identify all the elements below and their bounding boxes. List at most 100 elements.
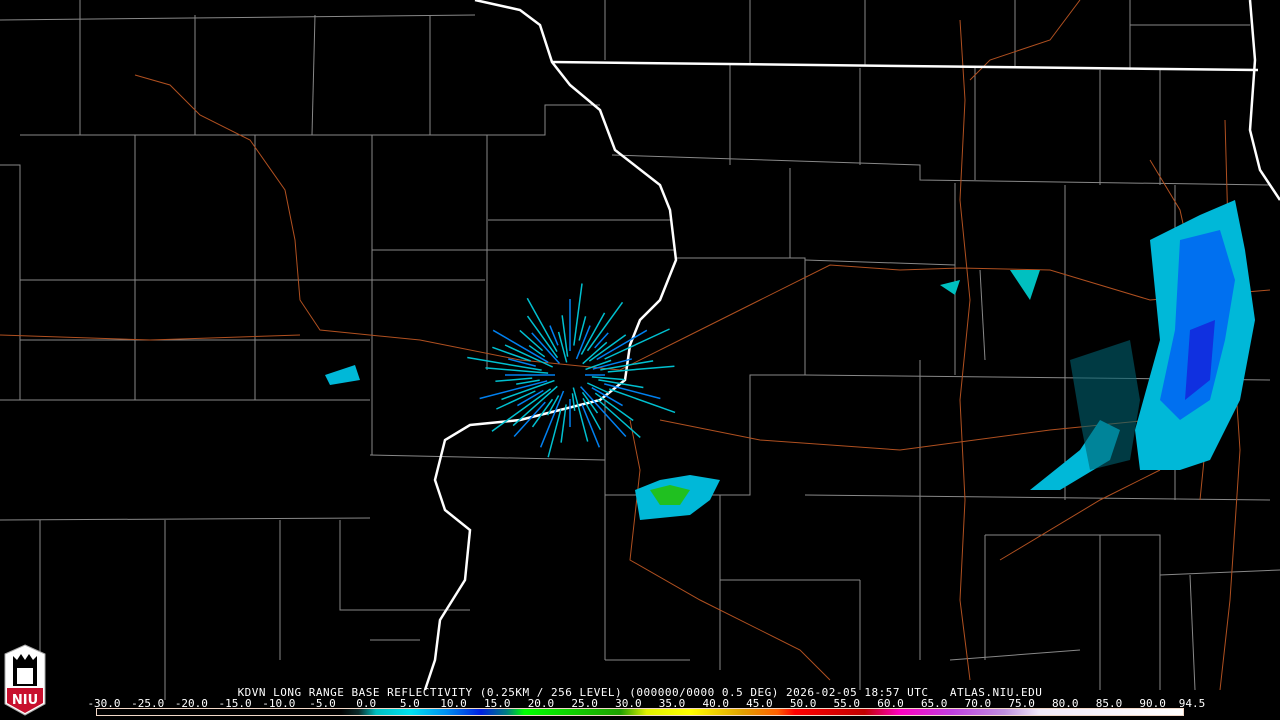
echo-clutter bbox=[485, 367, 549, 374]
county-line bbox=[0, 164, 21, 400]
echo-clutter bbox=[492, 329, 549, 363]
echo-clutter bbox=[585, 359, 612, 371]
legend-tick: 15.0 bbox=[484, 697, 511, 710]
reflectivity-color-bar bbox=[96, 708, 1184, 716]
legend-tick: 70.0 bbox=[964, 697, 992, 710]
svg-text:NIU: NIU bbox=[12, 693, 38, 708]
echo-clutter bbox=[598, 379, 644, 389]
echo-clutter bbox=[526, 315, 559, 359]
echo-clutter bbox=[596, 398, 641, 438]
echo-clutter bbox=[581, 391, 599, 414]
echo-clutter bbox=[495, 377, 533, 383]
lake-michigan-shore bbox=[1248, 0, 1280, 201]
echo-clutter bbox=[507, 358, 536, 367]
county-line bbox=[311, 14, 316, 136]
echo-clutter bbox=[582, 398, 602, 431]
legend-tick: -30.0 bbox=[87, 697, 121, 710]
echo-clutter bbox=[517, 389, 544, 407]
echo-clutter bbox=[516, 379, 540, 385]
legend-tick: 50.0 bbox=[789, 697, 817, 710]
legend-tick: 94.5 bbox=[1178, 697, 1206, 710]
legend-tick: 20.0 bbox=[527, 697, 555, 710]
county-line bbox=[804, 494, 1271, 501]
echo-area bbox=[1160, 230, 1235, 420]
echo-area bbox=[1010, 270, 1040, 300]
echo-clutter bbox=[594, 392, 634, 422]
echo-clutter bbox=[596, 329, 648, 361]
mississippi-river-border bbox=[423, 0, 678, 691]
legend-tick: -10.0 bbox=[262, 697, 296, 710]
legend-tick: 0.0 bbox=[356, 697, 377, 710]
legend-tick: 55.0 bbox=[833, 697, 861, 710]
county-line bbox=[985, 534, 1161, 690]
echo-clutter bbox=[528, 344, 546, 358]
county-line bbox=[804, 259, 956, 266]
echo-clutter bbox=[573, 283, 583, 346]
county-boundaries bbox=[0, 0, 1280, 700]
legend-tick: 80.0 bbox=[1052, 697, 1079, 710]
legend-tick-labels: -30.0 -25.0 -20.0 -15.0 -10.0 -5.0 0.0 5.0 10.0 1… bbox=[87, 697, 1205, 710]
echo-clutter bbox=[549, 325, 559, 346]
echo-clutter bbox=[539, 390, 565, 448]
county-line bbox=[20, 104, 600, 136]
legend-tick: 40.0 bbox=[702, 697, 729, 710]
echo-clutter bbox=[561, 315, 569, 357]
echo-clutter bbox=[571, 393, 576, 411]
echo-area bbox=[1070, 340, 1140, 470]
echo-clutter bbox=[580, 386, 627, 437]
echo-clutter bbox=[504, 344, 553, 368]
legend-tick: 35.0 bbox=[658, 697, 686, 710]
echo-area bbox=[1185, 320, 1215, 400]
legend-tick: 60.0 bbox=[877, 697, 904, 710]
echo-clutter bbox=[591, 387, 623, 407]
echo-clutter bbox=[547, 409, 562, 458]
echo-clutter bbox=[604, 383, 661, 400]
echo-clutter bbox=[592, 358, 633, 370]
echo-clutter bbox=[557, 331, 568, 363]
county-line bbox=[339, 520, 470, 611]
echo-clutter bbox=[588, 334, 627, 362]
echo-clutter bbox=[591, 376, 625, 381]
county-line bbox=[949, 649, 1081, 661]
echo-clutter bbox=[491, 388, 552, 432]
echo-clutter bbox=[526, 297, 558, 352]
echo-clutter bbox=[492, 346, 531, 362]
echo-clutter bbox=[600, 360, 654, 371]
wisconsin-illinois-border bbox=[551, 60, 1259, 72]
echo-clutter bbox=[575, 325, 591, 360]
legend-tick: -5.0 bbox=[309, 697, 336, 710]
echo-clutter bbox=[581, 404, 601, 448]
echo-clutter bbox=[609, 388, 676, 414]
legend-tick: 65.0 bbox=[920, 697, 948, 710]
echo-clutter bbox=[560, 404, 567, 443]
echo-clutter bbox=[587, 382, 610, 394]
legend-tick: 85.0 bbox=[1095, 697, 1123, 710]
legend-tick: -25.0 bbox=[131, 697, 165, 710]
legend-tick: 30.0 bbox=[615, 697, 642, 710]
state-boundaries bbox=[423, 0, 1280, 691]
county-line bbox=[1159, 569, 1280, 576]
echo-clutter bbox=[513, 401, 546, 437]
legend-tick: 5.0 bbox=[399, 697, 420, 710]
county-line bbox=[0, 14, 476, 21]
echo-clutter bbox=[512, 385, 558, 427]
county-line bbox=[1189, 574, 1196, 691]
echo-clutter bbox=[572, 387, 589, 442]
echo-area bbox=[940, 280, 960, 295]
niu-logo: NIU bbox=[4, 644, 46, 716]
echo-clutter bbox=[531, 332, 560, 364]
echo-clutter bbox=[586, 301, 624, 352]
echo-area bbox=[650, 485, 690, 505]
echo-clutter bbox=[578, 316, 587, 341]
legend-tick: 75.0 bbox=[1008, 697, 1035, 710]
echo-clutter bbox=[604, 328, 670, 360]
legend-tick: -15.0 bbox=[218, 697, 252, 710]
legend-tick: 10.0 bbox=[440, 697, 467, 710]
county-line bbox=[611, 154, 1271, 186]
product-title: KDVN LONG RANGE BASE REFLECTIVITY (0.25K… bbox=[237, 686, 1043, 699]
echo-clutter bbox=[467, 356, 542, 371]
county-line bbox=[979, 269, 986, 361]
echo-clutter bbox=[582, 341, 608, 365]
county-line bbox=[605, 257, 806, 496]
